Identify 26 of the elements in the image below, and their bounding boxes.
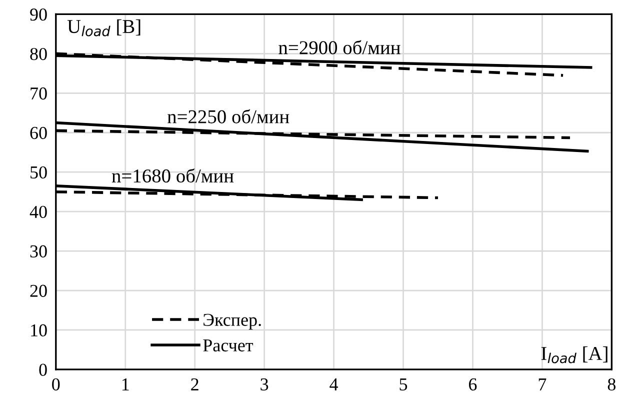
legend-label: Экспер. [204, 314, 261, 330]
y-tick-label: 20 [30, 284, 47, 297]
y-tick-label: 30 [30, 245, 47, 258]
x-tick-label: 3 [260, 378, 268, 390]
y-tick-label: 80 [30, 48, 47, 60]
y-tick-label: 0 [39, 364, 47, 376]
y-tick-label: 60 [30, 126, 47, 140]
x-tick-label: 4 [330, 378, 338, 390]
y-tick-label: 50 [30, 166, 47, 179]
x-axis-title: I$_{load}$ [А] [541, 346, 608, 364]
annotation: n=2250 об/мин [167, 109, 290, 124]
x-tick-label: 8 [608, 378, 616, 390]
y-tick-label: 90 [30, 8, 47, 21]
y-axis-title: U$_{load}$ [В] [67, 19, 140, 36]
y-tick-label: 10 [31, 324, 47, 336]
y-tick-label: 40 [30, 206, 47, 218]
x-tick-label: 5 [400, 378, 408, 390]
x-tick-label: 7 [538, 378, 546, 390]
annotation: n=2900 об/мин [278, 40, 400, 54]
annotation: n=1680 об/мин [112, 168, 234, 183]
x-tick-label: 1 [122, 378, 129, 390]
y-tick-label: 70 [30, 87, 47, 100]
x-tick-label: 0 [52, 378, 60, 390]
legend-label: Расчет [203, 339, 254, 352]
x-tick-label: 2 [191, 378, 198, 390]
x-tick-label: 6 [469, 378, 477, 390]
